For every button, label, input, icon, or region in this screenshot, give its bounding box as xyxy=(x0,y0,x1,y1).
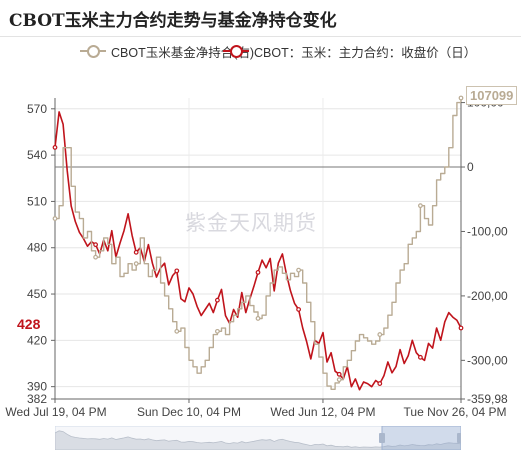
y-left-tick-label: 420 xyxy=(27,333,47,347)
y-left-tick-label: 390 xyxy=(27,380,47,394)
title-divider xyxy=(0,36,521,37)
series-line-fund-net xyxy=(55,98,462,390)
point-close-price[interactable] xyxy=(336,371,342,377)
point-fund-net[interactable] xyxy=(174,328,180,334)
zoom-handle-left[interactable] xyxy=(379,433,385,443)
grid-lines xyxy=(54,98,462,400)
y-left-tick-label: 510 xyxy=(27,194,47,208)
point-fund-net[interactable] xyxy=(133,261,139,267)
point-close-price[interactable] xyxy=(296,307,302,312)
y-left-tick-label: 570 xyxy=(27,102,47,116)
series-line-close-price xyxy=(54,111,462,391)
point-fund-net[interactable] xyxy=(93,254,98,260)
point-close-price[interactable] xyxy=(52,144,58,150)
y-right-tick-label: -300,00 xyxy=(467,353,508,367)
point-close-price[interactable] xyxy=(174,268,180,274)
legend-label-fund-net: CBOT玉米基金净持合(右) xyxy=(111,45,255,60)
point-fund-net[interactable] xyxy=(377,332,383,337)
point-fund-net[interactable] xyxy=(255,316,261,321)
x-tick-label: Wed Jul 19, 04 PM xyxy=(5,405,106,419)
point-fund-net[interactable] xyxy=(418,203,423,209)
x-tick-label: Tue Nov 26, 04 PM xyxy=(404,405,507,419)
zoom-slider[interactable] xyxy=(55,426,461,450)
y-right-tick-label: -100,00 xyxy=(467,224,508,238)
legend: CBOT玉米基金净持合(右) CBOT：玉米：主力合约：收盘价（日） xyxy=(0,40,521,62)
point-fund-net[interactable] xyxy=(214,328,220,334)
point-fund-net[interactable] xyxy=(296,267,302,273)
point-close-price[interactable] xyxy=(255,270,261,275)
point-fund-net[interactable] xyxy=(336,377,342,383)
zoom-preview-area xyxy=(55,430,461,450)
zoom-selection-window xyxy=(381,426,461,450)
y-left-tick-label: 450 xyxy=(27,287,47,301)
legend-marker-fund-net xyxy=(80,44,106,58)
chart-title: CBOT玉米主力合约走势与基金净持仓变化 xyxy=(9,11,337,31)
point-close-price[interactable] xyxy=(458,325,464,331)
point-fund-net[interactable] xyxy=(458,95,464,101)
watermark: 紫金天风期货 xyxy=(185,212,317,235)
legend-item-close-price[interactable]: CBOT：玉米：主力合约：收盘价（日） xyxy=(223,40,476,62)
y-left-tick-label: 540 xyxy=(27,148,47,162)
legend-label-close-price: CBOT：玉米：主力合约：收盘价（日） xyxy=(254,45,477,60)
zoom-handle-right[interactable] xyxy=(457,433,461,443)
point-close-price[interactable] xyxy=(133,249,139,255)
point-close-price[interactable] xyxy=(93,242,98,248)
legend-item-fund-net[interactable]: CBOT玉米基金净持合(右) xyxy=(80,40,254,62)
current-price-label: 428 xyxy=(15,316,43,332)
legend-marker-close-price xyxy=(223,44,249,58)
y-left-tick-label: 382 xyxy=(27,392,47,406)
y-right-tick-label: -200,00 xyxy=(467,289,508,303)
y-left-tick-label: 480 xyxy=(27,241,47,255)
x-tick-label: Wed Jun 12, 04 PM xyxy=(270,405,375,419)
point-close-price[interactable] xyxy=(418,354,423,360)
series-layer xyxy=(52,95,464,391)
y-right-tick-label: 0 xyxy=(467,160,474,174)
y-right-tick-label: -359,98 xyxy=(467,392,508,406)
x-tick-label: Sun Dec 10, 04 PM xyxy=(137,405,241,419)
right-axis-end-label: 107099 xyxy=(466,86,518,105)
point-fund-net[interactable] xyxy=(52,216,58,221)
axis-labels: 382390420450480510540570100,000-100,00-2… xyxy=(5,96,508,419)
point-close-price[interactable] xyxy=(214,297,220,303)
point-close-price[interactable] xyxy=(377,381,383,386)
axes xyxy=(54,98,462,400)
